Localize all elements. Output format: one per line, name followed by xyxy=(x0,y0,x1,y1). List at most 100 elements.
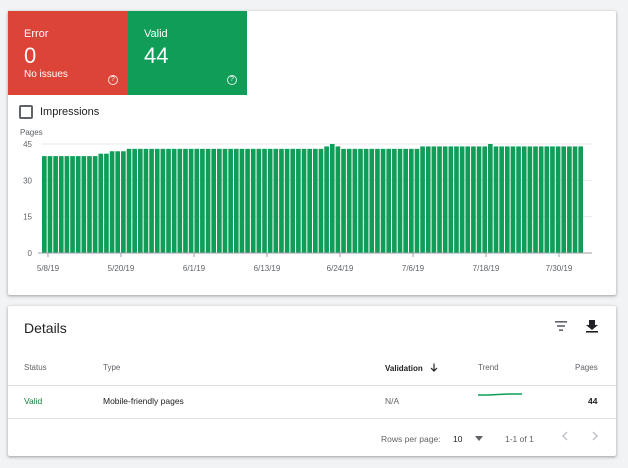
chart-bar xyxy=(92,156,98,253)
chart-bar xyxy=(380,148,386,253)
chart-bar xyxy=(137,148,143,253)
x-tick-label: 5/8/19 xyxy=(37,264,60,273)
chart-bar xyxy=(572,146,578,253)
error-subtext: No issues xyxy=(24,69,68,80)
chart-bar xyxy=(267,148,273,253)
dropdown-arrow-icon xyxy=(474,436,483,441)
chart-bar xyxy=(222,148,228,253)
chart-bar xyxy=(121,151,126,253)
chart-bar xyxy=(143,148,149,253)
chart-bar xyxy=(126,148,132,253)
header-divider xyxy=(8,385,616,386)
details-title: Details xyxy=(24,320,67,336)
chart-bar xyxy=(301,148,307,253)
filter-icon[interactable] xyxy=(553,318,569,334)
column-header-pages[interactable]: Pages xyxy=(575,363,598,372)
chart-bar xyxy=(104,153,109,253)
chart-bar xyxy=(454,146,459,253)
chart-bar xyxy=(352,148,358,253)
chart-bar xyxy=(431,146,437,253)
y-tick-label: 45 xyxy=(23,140,32,149)
column-header-trend[interactable]: Trend xyxy=(478,363,499,372)
chart-bar xyxy=(425,146,431,253)
rows-per-page-select[interactable]: 10 xyxy=(453,434,483,444)
chart-bar xyxy=(290,148,296,253)
chart-bar xyxy=(369,148,375,253)
chart-bar xyxy=(239,148,245,253)
chart-bar xyxy=(205,148,211,253)
chart-bar xyxy=(442,146,448,253)
chart-bar xyxy=(47,156,53,253)
error-label: Error xyxy=(24,28,49,40)
summary-card: Error 0 No issues ? Valid 44 ? Impressio… xyxy=(8,11,616,295)
valid-tile[interactable]: Valid 44 ? xyxy=(128,11,247,95)
column-header-validation[interactable]: Validation xyxy=(385,363,438,373)
help-circle-icon[interactable]: ? xyxy=(108,75,118,85)
chart-bar xyxy=(149,148,154,253)
chart-bar xyxy=(188,148,194,253)
row-type: Mobile-friendly pages xyxy=(103,396,184,406)
chart-bar xyxy=(75,156,81,253)
chart-bar xyxy=(313,148,318,253)
next-page-icon[interactable] xyxy=(589,430,601,442)
chart-bar xyxy=(154,148,160,253)
row-divider xyxy=(8,418,616,419)
chart-bar xyxy=(318,148,324,253)
column-header-validation-label: Validation xyxy=(385,364,423,373)
chart-bar xyxy=(437,146,442,253)
chart-bar xyxy=(284,148,290,253)
chart-bar xyxy=(493,146,499,253)
valid-count: 44 xyxy=(144,43,169,68)
chart-bar xyxy=(567,146,572,253)
chart-bar xyxy=(109,151,115,253)
x-tick-label: 5/20/19 xyxy=(108,264,135,273)
chart-bar xyxy=(471,146,476,253)
chart-bar xyxy=(408,148,414,253)
chart-bar xyxy=(279,148,284,253)
help-circle-icon[interactable]: ? xyxy=(227,75,237,85)
chart-bar xyxy=(375,148,380,253)
chart-bar xyxy=(228,148,233,253)
pages-bar-chart: 0 15 30 45 Pages 5/8/19 5/20/19 6/1/19 6/13/19 6/… xyxy=(20,129,592,273)
chart-bar xyxy=(538,146,544,253)
chart-bar xyxy=(420,146,425,253)
chart-bar xyxy=(335,146,341,253)
chart-bar xyxy=(64,156,70,253)
chart-bar xyxy=(521,146,527,253)
pagination-range: 1-1 of 1 xyxy=(505,434,534,444)
chart-bar xyxy=(448,146,454,253)
chart-bar xyxy=(499,146,504,253)
chart-bar xyxy=(233,148,239,253)
chart-bar xyxy=(488,144,493,253)
chart-bar xyxy=(386,148,392,253)
details-card: Details Status Type Validation Trend Pag… xyxy=(8,306,616,456)
chart-bar xyxy=(459,146,465,253)
row-trend-sparkline xyxy=(478,393,522,396)
chart-bar xyxy=(58,156,64,253)
chart-bar xyxy=(550,146,555,253)
previous-page-icon[interactable] xyxy=(559,430,571,442)
chart-bar xyxy=(561,146,567,253)
chart-bar xyxy=(171,148,177,253)
valid-label: Valid xyxy=(144,28,168,40)
chart-bar xyxy=(132,148,137,253)
chart-bar xyxy=(544,146,550,253)
chart-bar xyxy=(194,148,200,253)
chart-bar xyxy=(183,148,188,253)
x-tick-label: 7/18/19 xyxy=(473,264,500,273)
impressions-checkbox[interactable] xyxy=(19,105,33,119)
chart-bar xyxy=(329,144,335,253)
error-tile[interactable]: Error 0 No issues ? xyxy=(8,11,128,95)
chart-bar xyxy=(70,156,75,253)
rows-per-page-value: 10 xyxy=(453,434,463,444)
y-axis-title: Pages xyxy=(20,129,43,137)
chart-bar xyxy=(211,148,217,253)
chart-bar xyxy=(42,156,47,253)
chart-bar xyxy=(296,148,301,253)
download-icon[interactable] xyxy=(584,318,600,334)
column-header-type[interactable]: Type xyxy=(103,363,121,372)
chart-bar xyxy=(160,148,166,253)
x-tick-label: 6/24/19 xyxy=(327,264,354,273)
y-tick-label: 15 xyxy=(23,213,32,222)
column-header-status[interactable]: Status xyxy=(24,363,47,372)
